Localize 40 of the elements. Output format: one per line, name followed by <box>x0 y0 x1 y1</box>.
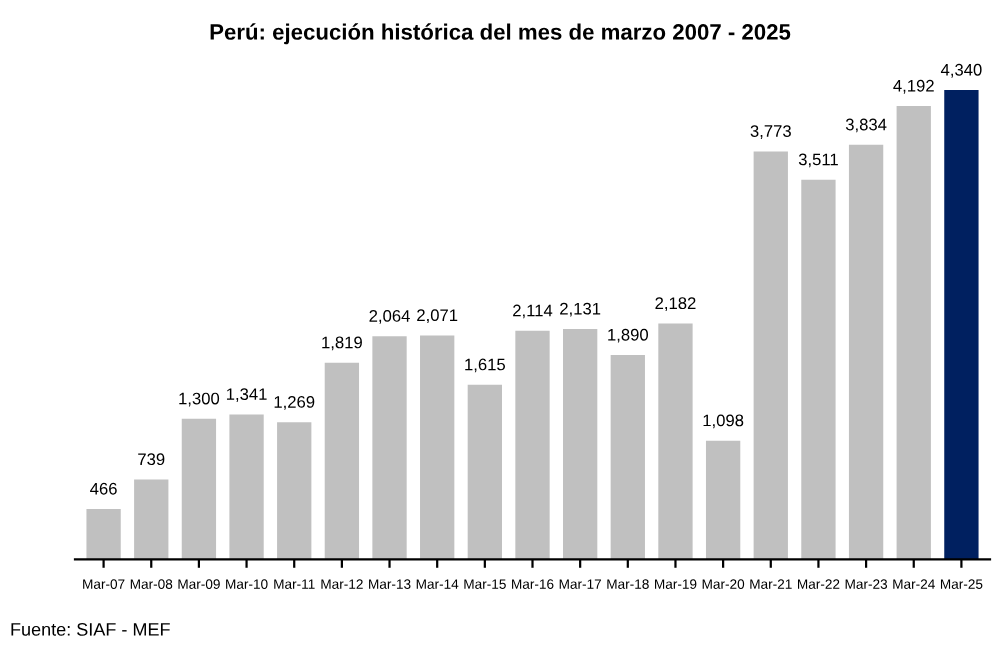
chart-title: Perú: ejecución histórica del mes de marzo 2007 - 2025 <box>210 23 791 45</box>
data-label: 2,064 <box>369 310 410 324</box>
data-label: 3,773 <box>750 125 791 139</box>
data-label: 1,098 <box>703 414 744 429</box>
bar <box>848 144 884 560</box>
data-label: 2,071 <box>417 309 458 324</box>
source-note: Fuente: SIAF - MEF <box>11 623 170 636</box>
data-label: 1,890 <box>608 328 649 343</box>
bar <box>658 323 693 560</box>
data-label: 4,340 <box>940 63 982 78</box>
data-label: 4,192 <box>893 79 934 94</box>
bar <box>563 328 598 560</box>
data-label: 1,269 <box>274 395 315 410</box>
data-label: 2,114 <box>513 304 553 319</box>
data-label: 1,819 <box>322 336 362 351</box>
bar <box>134 479 169 560</box>
bar <box>896 106 931 560</box>
data-label: 3,511 <box>798 153 838 168</box>
bar <box>610 355 645 560</box>
bar <box>467 384 502 560</box>
data-label: 466 <box>90 482 117 495</box>
bar <box>515 330 550 560</box>
data-label: 3,834 <box>845 118 887 133</box>
data-label: 2,131 <box>560 302 601 317</box>
bar <box>420 335 455 560</box>
data-label: 1,300 <box>179 392 220 407</box>
bar <box>277 422 312 560</box>
bar <box>86 509 121 560</box>
bar <box>324 362 360 560</box>
bar <box>753 151 788 560</box>
bar <box>705 440 741 560</box>
bar <box>944 90 979 560</box>
bar <box>229 414 264 560</box>
data-label: 1,615 <box>465 358 505 373</box>
data-label: 739 <box>138 453 165 466</box>
bar <box>372 336 407 560</box>
bar <box>801 179 836 560</box>
data-label: 2,182 <box>655 297 696 312</box>
data-label: 1,341 <box>226 388 267 402</box>
bar <box>181 418 217 560</box>
